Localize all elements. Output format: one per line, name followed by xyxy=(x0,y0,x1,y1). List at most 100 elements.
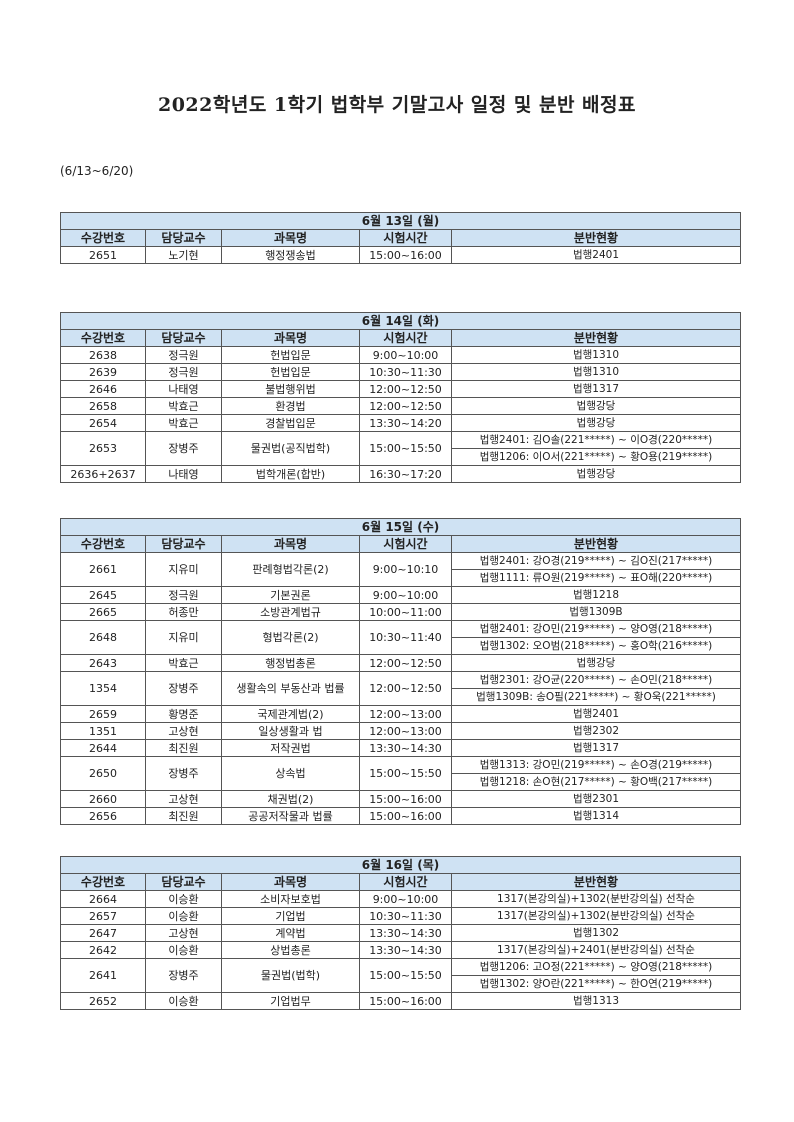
professor: 이승환 xyxy=(145,907,222,925)
professor: 고상현 xyxy=(145,722,222,740)
room-allocation: 법행강당 xyxy=(451,654,741,672)
header-room-allocation: 분반현황 xyxy=(451,535,741,553)
room-allocation: 법행1310 xyxy=(451,346,741,364)
table-row: 2661 지유미 판례형법각론(2) 9:00~10:10 법행2401: 강O경(21… xyxy=(60,552,741,587)
exam-time: 10:30~11:30 xyxy=(359,363,452,381)
professor: 나태영 xyxy=(145,380,222,398)
room-allocation: 법행강당 xyxy=(451,397,741,415)
course-name: 국제관계법(2) xyxy=(221,705,360,723)
room-allocation: 1317(본강의실)+2401(분반강의실) 선착순 xyxy=(451,941,741,959)
course-number: 2643 xyxy=(60,654,146,672)
table-row: 2658 박효근 환경법 12:00~12:50 법행강당 xyxy=(60,397,741,415)
table-row-continued: 법행1111: 류O원(219*****) ~ 표O해(220*****) xyxy=(61,569,741,587)
exam-time: 15:00~16:00 xyxy=(359,807,452,825)
page-title: 2022학년도 1학기 법학부 기말고사 일정 및 분반 배정표 xyxy=(157,94,636,116)
exam-period: (6/13~6/20) xyxy=(60,164,134,178)
header-room-allocation: 분반현황 xyxy=(451,229,741,247)
table-row: 2636+2637 나태영 법학개론(합반) 16:30~17:20 법행강당 xyxy=(60,465,741,483)
column-headers: 수강번호 담당교수 과목명 시험시간 분반현황 xyxy=(60,535,741,553)
course-name: 저작권법 xyxy=(221,739,360,757)
professor: 장병주 xyxy=(145,431,222,466)
course-number: 2664 xyxy=(60,890,146,908)
room-allocation: 법행1309B: 송O필(221*****) ~ 황O욱(221*****) xyxy=(451,688,741,706)
room-allocation: 법행1314 xyxy=(451,807,741,825)
professor: 노기현 xyxy=(145,246,222,264)
room-allocation: 법행1218: 손O현(217*****) ~ 황O백(217*****) xyxy=(451,773,741,791)
course-number: 2657 xyxy=(60,907,146,925)
table-row: 2648 지유미 형법각론(2) 10:30~11:40 법행2401: 강O민(219… xyxy=(60,620,741,655)
table-row: 2656 최진원 공공저작물과 법률 15:00~16:00 법행1314 xyxy=(60,807,741,825)
professor: 장병주 xyxy=(145,756,222,791)
table-row-continued: 법행1302: 오O범(218*****) ~ 홍O학(216*****) xyxy=(61,637,741,655)
table-row-continued: 법행1206: 이O서(221*****) ~ 황O용(219*****) xyxy=(61,448,741,466)
course-number: 2665 xyxy=(60,603,146,621)
professor: 정극원 xyxy=(145,346,222,364)
professor: 이승환 xyxy=(145,992,222,1010)
professor: 정극원 xyxy=(145,363,222,381)
exam-time: 15:00~16:00 xyxy=(359,992,452,1010)
professor: 박효근 xyxy=(145,654,222,672)
column-headers: 수강번호 담당교수 과목명 시험시간 분반현황 xyxy=(60,329,741,347)
exam-time: 13:30~14:30 xyxy=(359,739,452,757)
header-course-no: 수강번호 xyxy=(60,535,146,553)
room-allocation: 법행1111: 류O원(219*****) ~ 표O해(220*****) xyxy=(451,569,741,587)
course-name: 환경법 xyxy=(221,397,360,415)
course-name: 공공저작물과 법률 xyxy=(221,807,360,825)
exam-time: 12:00~12:50 xyxy=(359,397,452,415)
table-row: 2665 허종만 소방관계법규 10:00~11:00 법행1309B xyxy=(60,603,741,621)
course-number: 2651 xyxy=(60,246,146,264)
exam-time: 13:30~14:30 xyxy=(359,924,452,942)
table-row: 1354 장병주 생활속의 부동산과 법률 12:00~12:50 법행2301: 강O… xyxy=(60,671,741,706)
exam-time: 12:00~13:00 xyxy=(359,705,452,723)
professor: 최진원 xyxy=(145,807,222,825)
table-row: 2660 고상현 채권법(2) 15:00~16:00 법행2301 xyxy=(60,790,741,808)
course-name: 상속법 xyxy=(221,756,360,791)
course-number: 1351 xyxy=(60,722,146,740)
room-allocation: 법행1317 xyxy=(451,380,741,398)
course-name: 물권법(법학) xyxy=(221,958,360,993)
table-row: 2657 이승환 기업법 10:30~11:30 1317(본강의실)+1302(분반강… xyxy=(60,907,741,925)
course-number: 1354 xyxy=(60,671,146,706)
professor: 최진원 xyxy=(145,739,222,757)
header-professor: 담당교수 xyxy=(145,229,222,247)
exam-time: 12:00~12:50 xyxy=(359,671,452,706)
header-professor: 담당교수 xyxy=(145,873,222,891)
course-number: 2644 xyxy=(60,739,146,757)
room-allocation: 법행1313 xyxy=(451,992,741,1010)
room-allocation: 법행강당 xyxy=(451,414,741,432)
exam-time: 16:30~17:20 xyxy=(359,465,452,483)
table-row: 2638 정극원 헌법입문 9:00~10:00 법행1310 xyxy=(60,346,741,364)
course-number: 2658 xyxy=(60,397,146,415)
course-number: 2659 xyxy=(60,705,146,723)
course-name: 행정법총론 xyxy=(221,654,360,672)
course-name: 계약법 xyxy=(221,924,360,942)
room-allocation: 법행1302 xyxy=(451,924,741,942)
course-number: 2653 xyxy=(60,431,146,466)
column-headers: 수강번호 담당교수 과목명 시험시간 분반현황 xyxy=(60,873,741,891)
course-name: 상법총론 xyxy=(221,941,360,959)
professor: 이승환 xyxy=(145,890,222,908)
header-professor: 담당교수 xyxy=(145,535,222,553)
table-row: 2659 황명준 국제관계법(2) 12:00~13:00 법행2401 xyxy=(60,705,741,723)
course-name: 행정쟁송법 xyxy=(221,246,360,264)
table-row: 2651 노기현 행정쟁송법 15:00~16:00 법행2401 xyxy=(60,246,741,264)
course-name: 일상생활과 법 xyxy=(221,722,360,740)
header-exam-time: 시험시간 xyxy=(359,873,452,891)
exam-time: 9:00~10:10 xyxy=(359,552,452,587)
course-name: 물권법(공직법학) xyxy=(221,431,360,466)
table-row: 2664 이승환 소비자보호법 9:00~10:00 1317(본강의실)+1302(분… xyxy=(60,890,741,908)
exam-time: 15:00~16:00 xyxy=(359,246,452,264)
table-row: 1351 고상현 일상생활과 법 12:00~13:00 법행2302 xyxy=(60,722,741,740)
table-row: 2642 이승환 상법총론 13:30~14:30 1317(본강의실)+2401(분반… xyxy=(60,941,741,959)
table-row: 2650 장병주 상속법 15:00~15:50 법행1313: 강O민(219****… xyxy=(60,756,741,791)
professor: 허종만 xyxy=(145,603,222,621)
table-row: 2647 고상현 계약법 13:30~14:30 법행1302 xyxy=(60,924,741,942)
course-number: 2642 xyxy=(60,941,146,959)
header-course-name: 과목명 xyxy=(221,329,360,347)
room-allocation: 법행1218 xyxy=(451,586,741,604)
room-allocation: 1317(본강의실)+1302(분반강의실) 선착순 xyxy=(451,890,741,908)
course-name: 기업법 xyxy=(221,907,360,925)
professor: 장병주 xyxy=(145,958,222,993)
room-allocation: 법행1302: 오O범(218*****) ~ 홍O학(216*****) xyxy=(451,637,741,655)
table-row-continued: 법행1218: 손O현(217*****) ~ 황O백(217*****) xyxy=(61,773,741,791)
